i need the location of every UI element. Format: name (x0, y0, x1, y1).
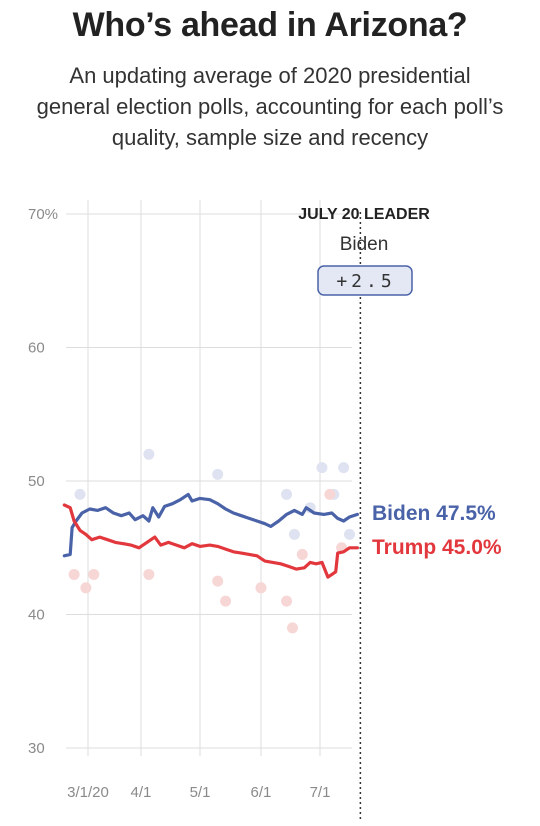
leader-heading: JULY 20 LEADER (298, 206, 430, 223)
trump-poll-dot (212, 575, 224, 587)
x-tick-label: 7/1 (310, 784, 331, 801)
x-tick-label: 6/1 (251, 784, 272, 801)
y-tick-label: 60 (28, 340, 45, 357)
y-tick-label: 30 (28, 740, 45, 757)
trump-poll-dot (255, 582, 267, 594)
biden-poll-dot (316, 462, 328, 474)
biden-poll-dot (212, 468, 224, 480)
trump-poll-dot (324, 488, 336, 500)
chart-title: Who’s ahead in Arizona? (72, 6, 468, 44)
trump-poll-dot (88, 568, 100, 580)
trump-poll-dot (80, 582, 92, 594)
x-tick-label: 4/1 (131, 784, 152, 801)
biden-poll-dot (288, 528, 300, 540)
trump-poll-dot (296, 548, 308, 560)
biden-poll-dot (143, 448, 155, 460)
trump-poll-dot (143, 568, 155, 580)
x-tick-label: 5/1 (190, 784, 211, 801)
trump-trend-line (62, 503, 359, 579)
y-tick-label: 70% (28, 206, 58, 223)
trend-lines (62, 492, 359, 579)
biden-poll-dot (74, 488, 86, 500)
poll-dots (68, 448, 356, 634)
margin-badge (317, 265, 413, 296)
y-tick-label: 40 (28, 607, 45, 624)
trump-end-label: Trump 45.0% (372, 536, 502, 559)
leader-box: JULY 20 LEADER Biden +2.5 (298, 206, 430, 296)
biden-trend-line (62, 492, 359, 558)
biden-poll-dot (338, 462, 350, 474)
chart-subtitle: An updating average of 2020 presidential… (36, 63, 504, 150)
trump-poll-dot (281, 595, 293, 607)
biden-poll-dot (281, 488, 293, 500)
grid-lines (66, 200, 352, 756)
trump-poll-dot (68, 568, 80, 580)
y-tick-label: 50 (28, 473, 45, 490)
trump-poll-dot (220, 595, 232, 607)
biden-poll-dot (344, 528, 356, 540)
axis-labels: 70% 60 50 40 30 3/1/20 4/1 5/1 6/1 7/1 (28, 206, 330, 801)
x-tick-label: 3/1/20 (67, 784, 109, 801)
leader-candidate: Biden (340, 234, 389, 255)
leader-margin: +2.5 (336, 271, 395, 292)
biden-end-label: Biden 47.5% (372, 502, 496, 525)
trump-poll-dot (286, 622, 298, 634)
